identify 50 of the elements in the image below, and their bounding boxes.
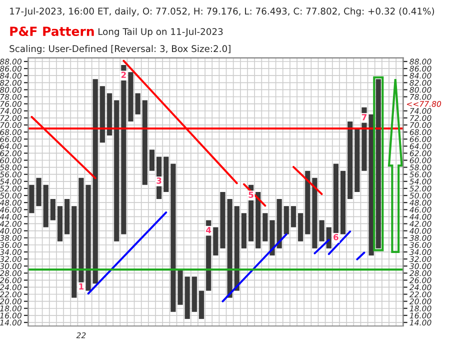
bar — [57, 206, 63, 242]
bar — [106, 93, 112, 136]
bar — [142, 100, 148, 185]
annotation: 2 — [121, 72, 126, 78]
bar — [128, 72, 134, 122]
bar — [298, 213, 304, 242]
text: Long Tail Up on 11-Jul-2023 — [98, 28, 223, 37]
bar — [121, 65, 126, 234]
bar — [276, 199, 282, 248]
annotation: 6 — [334, 234, 338, 240]
bar — [114, 100, 120, 242]
bar — [227, 199, 232, 298]
bar — [50, 199, 56, 220]
annotation: 5 — [248, 192, 254, 198]
bar — [305, 170, 310, 234]
bar — [234, 206, 240, 291]
annotation: 4 — [206, 227, 212, 234]
bar — [220, 192, 226, 248]
bar — [326, 227, 332, 248]
bar — [72, 206, 77, 298]
bar — [354, 128, 360, 192]
chart-title: 17-Jul-2023, 16:00 ET, daily, O: 77.052, H: 79.176, L: 76.493, C: 77.802, Chg: +0.32 (0.41%) — [10, 8, 434, 16]
bar — [241, 213, 246, 248]
annotation: 3 — [156, 178, 162, 184]
annotation: 7 — [362, 114, 366, 120]
bar — [135, 93, 140, 114]
bar — [164, 156, 169, 192]
bar — [262, 213, 268, 242]
annotation: 1 — [79, 283, 84, 290]
bar — [213, 227, 218, 256]
bar — [192, 276, 197, 312]
bar — [149, 150, 155, 171]
bar — [92, 79, 98, 284]
bar — [64, 199, 70, 234]
bar — [284, 206, 289, 234]
bar — [290, 206, 296, 228]
bar — [184, 276, 190, 319]
bar — [270, 220, 275, 256]
text: Scaling: User-Defined [Reversal: 3, Box Size:2.0] — [10, 45, 230, 54]
bar — [348, 121, 353, 200]
bar — [36, 178, 42, 206]
bar — [178, 270, 183, 305]
bar — [170, 164, 176, 312]
bar — [256, 192, 261, 248]
bar — [100, 86, 105, 143]
bar — [29, 184, 34, 214]
chart-subtitle: P&F Pattern — [10, 26, 94, 36]
bar — [340, 170, 346, 234]
bar — [43, 184, 48, 228]
bar — [198, 290, 204, 319]
